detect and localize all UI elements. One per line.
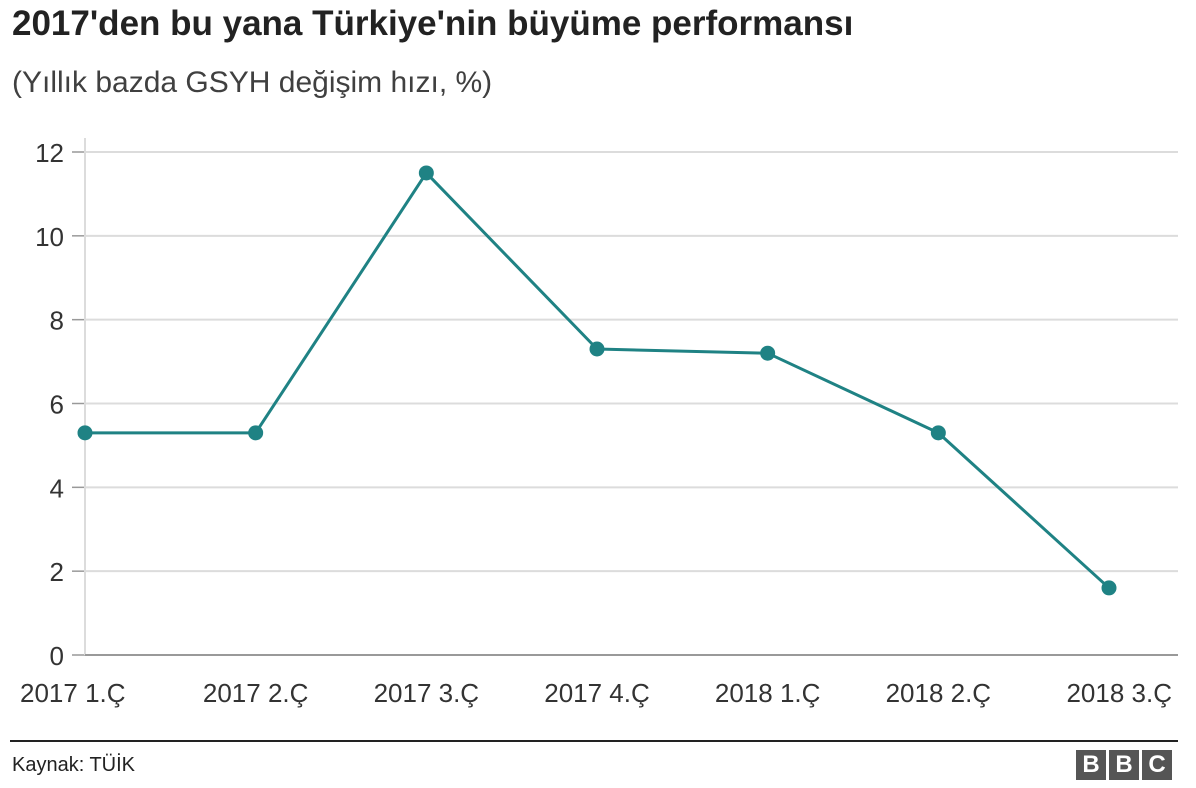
data-point <box>930 425 946 441</box>
y-tick-label: 10 <box>35 222 64 252</box>
x-tick-label: 2017 1.Ç <box>20 678 126 708</box>
series-growth <box>77 165 1117 596</box>
data-point <box>1101 580 1117 596</box>
data-point <box>248 425 264 441</box>
x-tick-labels: 2017 1.Ç 2017 2.Ç 2017 3.Ç 2017 4.Ç 2018 1.Ç… <box>20 678 1172 708</box>
x-tick-label: 2017 3.Ç <box>374 678 480 708</box>
data-point <box>760 345 776 361</box>
x-tick-label: 2017 4.Ç <box>544 678 650 708</box>
y-tick-label: 0 <box>50 641 64 671</box>
y-tick-label: 8 <box>50 306 64 336</box>
footer-divider <box>10 740 1178 742</box>
axes <box>72 138 1178 656</box>
x-tick-label: 2017 2.Ç <box>203 678 309 708</box>
x-tick-label: 2018 2.Ç <box>886 678 992 708</box>
gridlines <box>85 151 1178 573</box>
logo-letter: B <box>1076 750 1106 780</box>
chart-title: 2017'den bu yana Türkiye'nin büyüme perf… <box>12 4 854 43</box>
x-tick-label: 2018 1.Ç <box>715 678 821 708</box>
source-note: Kaynak: TÜİK <box>12 754 136 776</box>
y-tick-label: 6 <box>50 390 64 420</box>
y-tick-labels: 0 2 4 6 8 10 12 <box>35 138 64 671</box>
data-point <box>418 165 434 181</box>
x-tick-label: 2018 3.Ç <box>1066 678 1172 708</box>
chart-subtitle: (Yıllık bazda GSYH değişim hızı, %) <box>12 66 493 99</box>
y-tick-label: 12 <box>35 138 64 168</box>
data-point <box>77 425 93 441</box>
y-tick-label: 4 <box>50 473 64 503</box>
logo-letter: B <box>1109 750 1139 780</box>
data-point <box>589 341 605 357</box>
bbc-logo: B B C <box>1076 750 1172 780</box>
line-chart: 0 2 4 6 8 10 12 2017 1.Ç 2017 2.Ç 2017 3.Ç 2017 4… <box>20 138 1178 708</box>
logo-letter: C <box>1142 750 1172 780</box>
y-tick-label: 2 <box>50 557 64 587</box>
